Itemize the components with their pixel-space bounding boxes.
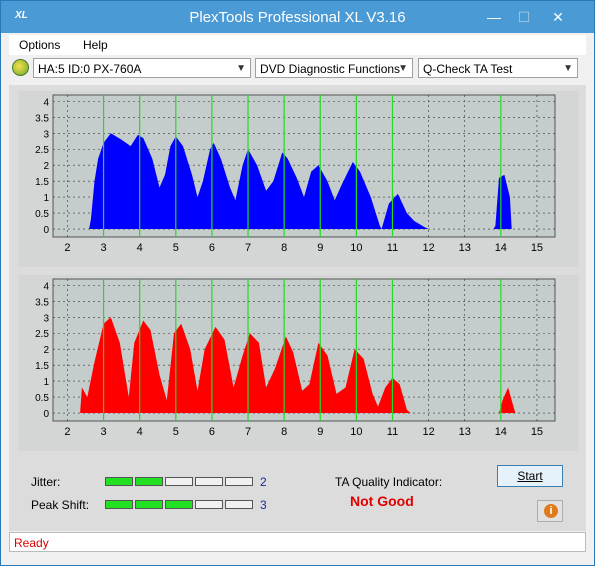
meter-segment <box>195 500 223 509</box>
chevron-down-icon: ▼ <box>398 63 408 74</box>
ta-quality-label: TA Quality Indicator: <box>335 475 443 489</box>
chevron-down-icon: ▼ <box>236 63 246 74</box>
y-tick-label: 1.5 <box>35 177 49 188</box>
maximize-button[interactable]: ☐ <box>517 9 531 25</box>
x-tick-label: 15 <box>531 242 543 254</box>
toolbar: HA:5 ID:0 PX-760A ▼ DVD Diagnostic Funct… <box>9 56 586 86</box>
x-tick-label: 13 <box>459 242 471 254</box>
y-tick-label: 4 <box>43 97 49 108</box>
meter-segment <box>225 477 253 486</box>
x-tick-label: 6 <box>209 426 215 438</box>
y-tick-label: 3.5 <box>35 297 49 308</box>
app-logo-icon: XL <box>15 10 28 21</box>
jitter-value: 2 <box>260 475 267 489</box>
minimize-button[interactable]: — <box>487 9 501 25</box>
start-button[interactable]: Start <box>497 465 563 487</box>
info-button[interactable]: i <box>537 500 563 522</box>
x-tick-label: 11 <box>387 242 398 254</box>
x-tick-label: 5 <box>173 426 179 438</box>
menu-options[interactable]: Options <box>19 38 61 52</box>
peak-shift-label: Peak Shift: <box>31 498 90 512</box>
x-tick-label: 4 <box>137 242 143 254</box>
jitter-label: Jitter: <box>31 475 61 489</box>
status-text: Ready <box>14 536 49 550</box>
test-select-value: Q-Check TA Test <box>423 62 513 76</box>
y-tick-label: 0 <box>43 409 49 420</box>
x-tick-label: 8 <box>281 242 287 254</box>
y-tick-label: 0.5 <box>35 393 49 404</box>
x-tick-label: 9 <box>317 426 323 438</box>
function-select[interactable]: DVD Diagnostic Functions ▼ <box>255 58 413 78</box>
x-tick-label: 13 <box>459 426 471 438</box>
x-tick-label: 10 <box>350 242 362 254</box>
ta-quality-value: Not Good <box>350 493 414 509</box>
function-select-value: DVD Diagnostic Functions <box>260 62 401 76</box>
drive-select[interactable]: HA:5 ID:0 PX-760A ▼ <box>33 58 251 78</box>
x-tick-label: 4 <box>137 426 143 438</box>
results-panel: Jitter: 2 Peak Shift: 3 TA Quality Indic… <box>9 459 586 529</box>
series-area <box>80 317 516 413</box>
x-tick-label: 14 <box>495 426 507 438</box>
x-tick-label: 15 <box>531 426 543 438</box>
meter-segment <box>195 477 223 486</box>
x-tick-label: 6 <box>209 242 215 254</box>
x-tick-label: 3 <box>100 426 106 438</box>
jitter-chart-svg: 0 0.5 1 1.5 2 2.5 3 3.5 4 2 3 4 5 6 7 8 9 10 11 12 13 14 15 <box>35 94 556 254</box>
y-tick-label: 2 <box>43 161 49 172</box>
y-tick-label: 0 <box>43 225 49 236</box>
y-tick-label: 2.5 <box>35 145 49 156</box>
y-tick-label: 3.5 <box>35 113 49 124</box>
title-bar[interactable]: XL PlexTools Professional XL V3.16 — ☐ ✕ <box>1 1 594 33</box>
x-tick-label: 10 <box>350 426 362 438</box>
peak-shift-chart: 0 0.5 1 1.5 2 2.5 3 3.5 4 2 3 4 5 6 7 8 9 10 11 12 13 14 15 <box>19 275 579 451</box>
menu-help[interactable]: Help <box>83 38 108 52</box>
meter-segment <box>135 500 163 509</box>
x-tick-label: 7 <box>245 426 251 438</box>
peak-shift-value: 3 <box>260 498 267 512</box>
y-tick-label: 2 <box>43 345 49 356</box>
x-tick-label: 8 <box>281 426 287 438</box>
info-icon: i <box>544 504 558 518</box>
close-button[interactable]: ✕ <box>552 9 564 25</box>
y-tick-label: 1.5 <box>35 361 49 372</box>
x-tick-label: 14 <box>495 242 507 254</box>
meter-segment <box>105 477 133 486</box>
menu-bar: Options Help <box>9 35 586 55</box>
test-select[interactable]: Q-Check TA Test ▼ <box>418 58 578 78</box>
drive-select-value: HA:5 ID:0 PX-760A <box>38 62 142 76</box>
meter-segment <box>105 500 133 509</box>
x-tick-label: 9 <box>317 242 323 254</box>
meter-segment <box>165 500 193 509</box>
disc-drive-icon <box>12 59 29 76</box>
jitter-chart: 0 0.5 1 1.5 2 2.5 3 3.5 4 2 3 4 5 6 7 8 9 10 11 12 13 14 15 <box>19 91 579 267</box>
x-tick-label: 7 <box>245 242 251 254</box>
series-area <box>89 133 512 229</box>
status-bar: Ready <box>9 532 586 552</box>
x-tick-label: 2 <box>64 426 70 438</box>
chevron-down-icon: ▼ <box>563 63 573 74</box>
y-tick-label: 0.5 <box>35 209 49 220</box>
y-tick-label: 3 <box>43 313 49 324</box>
x-tick-label: 5 <box>173 242 179 254</box>
x-tick-label: 11 <box>387 426 398 438</box>
x-tick-label: 12 <box>422 242 434 254</box>
x-tick-label: 12 <box>422 426 434 438</box>
y-tick-label: 4 <box>43 281 49 292</box>
window-title: PlexTools Professional XL V3.16 <box>189 9 406 26</box>
y-tick-label: 1 <box>43 377 49 388</box>
peak-shift-chart-svg: 0 0.5 1 1.5 2 2.5 3 3.5 4 2 3 4 5 6 7 8 9 10 11 12 13 14 15 <box>35 278 556 438</box>
meter-segment <box>135 477 163 486</box>
meter-segment <box>165 477 193 486</box>
x-tick-label: 2 <box>64 242 70 254</box>
y-tick-label: 2.5 <box>35 329 49 340</box>
x-tick-label: 3 <box>100 242 106 254</box>
y-tick-label: 3 <box>43 129 49 140</box>
meter-segment <box>225 500 253 509</box>
y-tick-label: 1 <box>43 193 49 204</box>
